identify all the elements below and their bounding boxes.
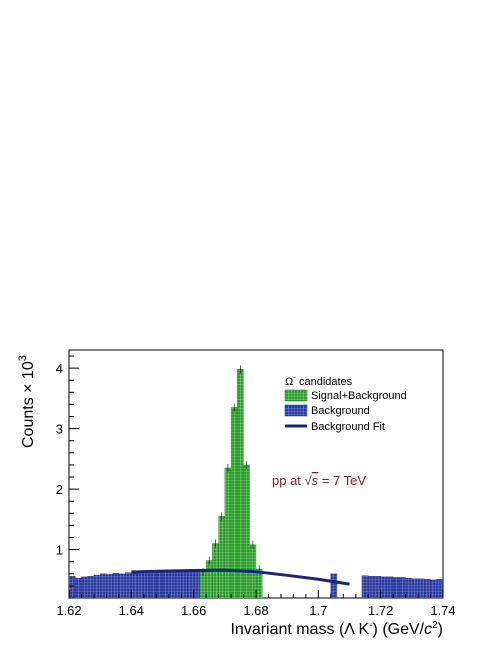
energy-annotation: pp at √s = 7 TeV — [272, 473, 366, 488]
background-bar — [474, 582, 480, 598]
background-bar — [462, 581, 468, 598]
background-bar — [162, 571, 169, 598]
background-bar — [442, 580, 443, 598]
legend-label-fit: Background Fit — [311, 421, 385, 433]
x-axis-title-sup: - — [369, 620, 372, 631]
annotation-post: = 7 TeV — [318, 473, 366, 488]
x-axis-title-c: c — [424, 621, 432, 638]
x-tick-label: 1.74 — [430, 603, 455, 618]
y-axis-title-main: Counts × 10 — [20, 361, 37, 448]
y-tick-label: 1 — [56, 543, 63, 558]
legend-header-omega: Ω — [285, 376, 293, 388]
background-bar — [361, 575, 369, 598]
background-bar — [93, 574, 101, 598]
background-bar — [124, 572, 132, 598]
background-bar — [75, 577, 82, 598]
y-tick-label: 3 — [56, 422, 63, 437]
background-bar — [493, 583, 498, 598]
legend-header-rest: candidates — [296, 376, 353, 388]
background-bar — [193, 570, 201, 598]
signal-bar — [243, 464, 250, 598]
y-tick-label: 4 — [56, 361, 63, 376]
background-bar — [143, 571, 151, 598]
x-axis-title-units: ) (GeV/ — [373, 621, 425, 638]
signal-bar — [218, 516, 225, 598]
annotation-s: s — [312, 473, 319, 488]
y-axis-title-exp: 3 — [17, 355, 29, 361]
background-bar — [168, 571, 176, 598]
background-bar — [480, 582, 486, 598]
background-fit-line — [131, 568, 350, 586]
background-bar — [411, 578, 419, 598]
legend-swatch-signal — [284, 389, 308, 402]
signal-bar — [205, 560, 213, 598]
x-tick-label: 1.62 — [56, 603, 81, 618]
background-bars — [69, 570, 498, 598]
legend: Ω- candidates Signal+Background Backgrou… — [284, 373, 407, 433]
background-bar — [330, 573, 338, 598]
x-tick-label: 1.7 — [309, 603, 327, 618]
x-tick-label: 1.72 — [368, 603, 393, 618]
signal-bar — [224, 467, 232, 598]
background-bar — [430, 579, 437, 598]
background-bar — [131, 573, 138, 598]
background-bar — [106, 574, 113, 598]
y-axis-title: Counts × 103 — [17, 355, 37, 448]
background-bar — [455, 581, 461, 598]
x-tick-label: 1.66 — [181, 603, 206, 618]
background-bar — [368, 576, 375, 598]
signal-bar — [237, 369, 244, 598]
background-bar — [81, 576, 88, 598]
x-axis-title: Invariant mass (Λ K-) (GeV/c2) — [230, 620, 443, 638]
legend-label-background: Background — [311, 405, 370, 417]
background-bar — [69, 576, 76, 598]
x-tick-label: 1.64 — [119, 603, 144, 618]
x-axis-title-sq: 2 — [432, 620, 438, 631]
annotation-pre: pp at — [272, 473, 305, 488]
background-bar — [174, 570, 182, 598]
background-bar — [386, 576, 394, 598]
background-bar — [449, 580, 455, 598]
background-bar — [436, 579, 443, 598]
background-bar — [149, 572, 157, 598]
background-bar — [181, 571, 188, 598]
background-bar — [187, 571, 194, 598]
background-bar — [392, 577, 400, 598]
background-bar — [118, 573, 126, 598]
y-tick-label: 2 — [56, 482, 63, 497]
x-tick-label: 1.68 — [243, 603, 268, 618]
legend-label-signal: Signal+Background — [311, 390, 407, 402]
background-bar — [405, 577, 412, 598]
background-bar — [374, 576, 381, 598]
background-fit-layer — [131, 568, 350, 586]
annotation-sqrt: √ — [305, 473, 313, 488]
background-bar — [468, 582, 474, 598]
y-axis-ticks: 1 2 3 4 — [56, 355, 79, 599]
x-axis-title-main: Invariant mass (Λ K — [230, 621, 369, 638]
background-bar — [417, 578, 425, 598]
background-bar — [100, 573, 107, 598]
background-bar — [137, 572, 144, 598]
signal-bars — [199, 365, 263, 598]
legend-header: Ω- candidates — [285, 373, 353, 388]
background-bar — [380, 576, 388, 598]
legend-header-sup: - — [293, 373, 296, 382]
background-bar — [87, 576, 95, 598]
legend-swatch-background — [284, 404, 308, 417]
background-bar — [399, 577, 406, 598]
background-bar — [424, 579, 431, 598]
background-bar — [156, 571, 163, 598]
background-bar — [487, 583, 493, 598]
x-axis-ticks: 1.62 1.64 1.66 1.68 1.7 1.72 1.74 — [56, 590, 456, 618]
x-axis-title-close: ) — [438, 621, 443, 638]
background-bar — [112, 573, 120, 598]
